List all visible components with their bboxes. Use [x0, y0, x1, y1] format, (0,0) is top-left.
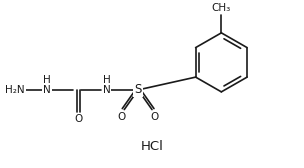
- Text: H₂N: H₂N: [5, 85, 25, 95]
- Text: O: O: [74, 114, 82, 124]
- Text: H: H: [102, 75, 110, 85]
- Text: CH₃: CH₃: [212, 3, 231, 13]
- Text: N: N: [102, 85, 110, 95]
- Text: O: O: [151, 112, 159, 122]
- Text: O: O: [117, 112, 126, 122]
- Text: S: S: [134, 83, 142, 96]
- Text: H: H: [43, 75, 51, 85]
- Text: HCl: HCl: [140, 140, 164, 153]
- Text: N: N: [43, 85, 51, 95]
